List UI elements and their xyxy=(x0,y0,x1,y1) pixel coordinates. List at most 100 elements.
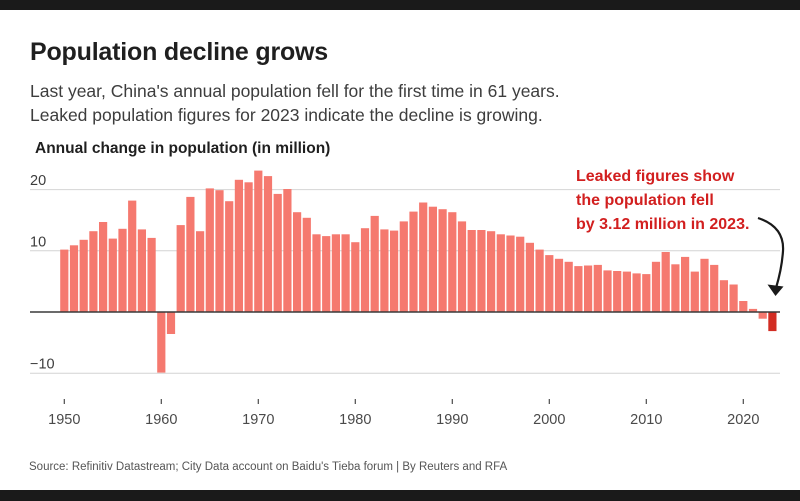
bar-2002 xyxy=(564,261,573,312)
chart-title: Annual change in population (in million) xyxy=(35,140,331,157)
bar-1966 xyxy=(215,190,224,312)
bar-2008 xyxy=(622,271,631,312)
x-tick-label-1960: 1960 xyxy=(145,412,177,428)
x-tick-label-1950: 1950 xyxy=(48,412,80,428)
bar-2006 xyxy=(603,270,612,312)
y-tick-label-20: 20 xyxy=(30,173,46,189)
subhead-line-2: Leaked population figures for 2023 indic… xyxy=(30,105,543,125)
bar-1970 xyxy=(254,170,263,312)
bar-2019 xyxy=(729,284,738,312)
bar-1951 xyxy=(69,245,79,312)
bar-1952 xyxy=(79,239,88,312)
bar-2004 xyxy=(584,265,593,312)
bar-1977 xyxy=(322,236,331,312)
bar-1968 xyxy=(234,179,243,312)
bar-1996 xyxy=(506,235,515,312)
bar-1981 xyxy=(360,228,370,312)
bar-1962 xyxy=(176,225,185,312)
bar-2001 xyxy=(554,258,564,312)
bar-2020 xyxy=(739,301,748,312)
bar-1963 xyxy=(186,196,195,312)
bar-1955 xyxy=(108,238,117,312)
bar-1974 xyxy=(293,212,302,312)
bar-1984 xyxy=(390,230,399,312)
bar-1959 xyxy=(147,237,156,312)
bar-2018 xyxy=(719,280,728,312)
bar-1957 xyxy=(128,200,137,312)
bar-1987 xyxy=(419,202,428,312)
x-tick-label-1990: 1990 xyxy=(436,412,468,428)
bar-1971 xyxy=(263,176,273,312)
bar-2023 xyxy=(768,312,777,332)
bar-1991 xyxy=(457,221,467,312)
bar-2021 xyxy=(748,308,758,312)
bar-1998 xyxy=(525,242,534,312)
x-tick-label-2010: 2010 xyxy=(630,412,662,428)
bar-1983 xyxy=(380,229,389,312)
bar-1999 xyxy=(535,249,544,312)
bar-1958 xyxy=(137,229,146,312)
annotation-line-1: Leaked figures show xyxy=(576,168,735,185)
bar-1997 xyxy=(516,236,525,312)
bar-2000 xyxy=(545,255,554,312)
bar-1995 xyxy=(496,234,505,312)
bar-1967 xyxy=(225,201,234,312)
bar-2011 xyxy=(651,261,661,312)
bar-1956 xyxy=(118,228,127,312)
bar-1988 xyxy=(428,206,437,312)
bar-1994 xyxy=(487,231,496,312)
annotation-arrow xyxy=(757,216,785,289)
bar-1972 xyxy=(273,193,282,312)
source-line: Source: Refinitiv Datastream; City Data … xyxy=(29,461,508,473)
bar-1969 xyxy=(244,182,253,312)
bar-1978 xyxy=(331,234,340,312)
bar-2009 xyxy=(632,273,641,312)
subhead-line-1: Last year, China's annual population fel… xyxy=(30,81,560,101)
bar-2007 xyxy=(613,271,622,312)
bar-1975 xyxy=(302,217,311,312)
bar-2003 xyxy=(574,266,583,312)
bar-1989 xyxy=(438,209,447,312)
annotation-line-3: by 3.12 million in 2023. xyxy=(576,216,750,233)
bar-2014 xyxy=(681,256,690,312)
bar-1980 xyxy=(351,242,360,312)
bar-1961 xyxy=(166,312,176,334)
bar-1973 xyxy=(283,189,292,312)
annotation-arrowhead xyxy=(767,284,784,296)
bar-1985 xyxy=(399,221,408,312)
bar-2016 xyxy=(700,258,709,312)
subhead: Last year, China's annual population fel… xyxy=(30,79,560,127)
bar-1953 xyxy=(89,231,98,312)
x-tick-label-1980: 1980 xyxy=(339,412,371,428)
x-tick-label-1970: 1970 xyxy=(242,412,274,428)
bottom-border-bar xyxy=(0,490,800,501)
bar-1960 xyxy=(157,312,166,373)
bar-1990 xyxy=(448,212,457,312)
bar-1986 xyxy=(409,211,418,312)
x-tick-label-2020: 2020 xyxy=(727,412,759,428)
bar-1993 xyxy=(477,230,486,312)
bar-1954 xyxy=(99,222,108,312)
bar-2015 xyxy=(690,271,699,312)
bar-1979 xyxy=(341,234,350,312)
bar-2022 xyxy=(758,312,767,319)
top-border-bar xyxy=(0,0,800,10)
bar-2005 xyxy=(593,264,602,312)
annotation: Leaked figures show the population fell … xyxy=(576,165,786,237)
x-tick-label-2000: 2000 xyxy=(533,412,565,428)
bar-1965 xyxy=(205,188,214,312)
bar-2010 xyxy=(642,274,651,312)
bar-1982 xyxy=(370,215,379,312)
bar-1992 xyxy=(467,230,476,312)
bar-2017 xyxy=(710,264,719,312)
annotation-line-2: the population fell xyxy=(576,192,714,209)
bar-1976 xyxy=(312,234,321,312)
headline: Population decline grows xyxy=(30,38,329,66)
bar-2012 xyxy=(661,252,670,312)
y-tick-label--10: −10 xyxy=(30,357,55,373)
y-tick-label-10: 10 xyxy=(30,234,46,250)
bar-1964 xyxy=(196,231,205,312)
bar-1950 xyxy=(60,249,69,312)
